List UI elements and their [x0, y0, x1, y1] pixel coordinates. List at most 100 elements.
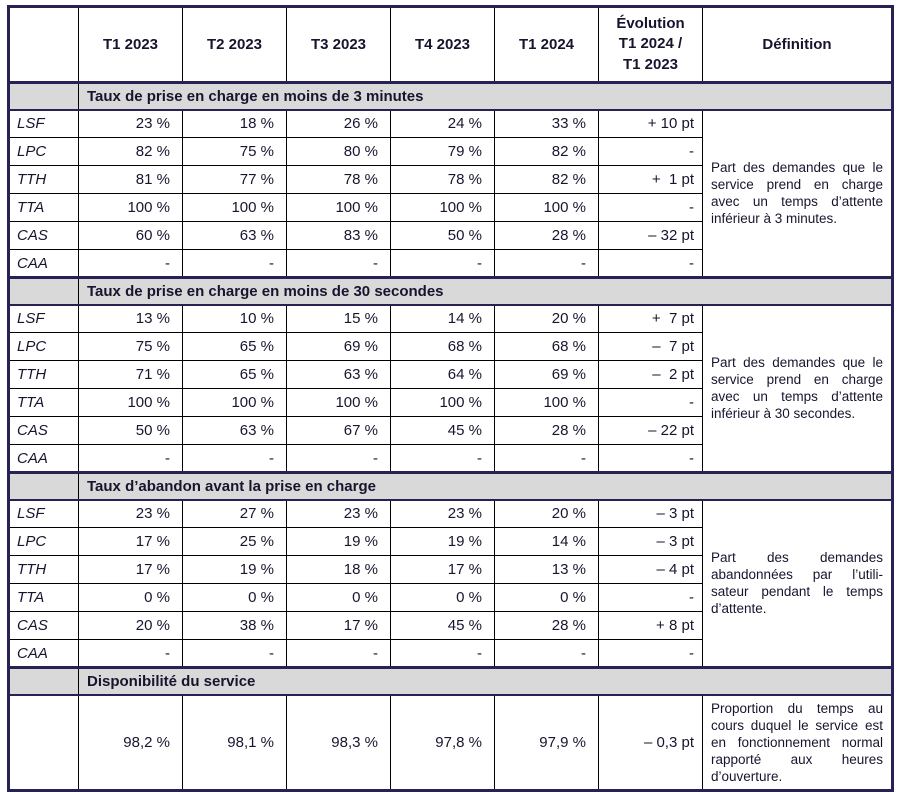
row-label: CAS — [8, 221, 79, 250]
column-header-evolution: Évolution T1 2024 / T1 2023 — [598, 6, 703, 84]
value-cell: - — [390, 639, 495, 668]
value-cell: - — [494, 249, 599, 278]
value-cell: 50 % — [78, 416, 183, 445]
definition-cell: Proportion du temps au cours duquel le s… — [702, 694, 893, 791]
value-cell: 23 % — [286, 499, 391, 528]
value-cell: 97,8 % — [390, 694, 495, 791]
value-cell: 23 % — [390, 499, 495, 528]
value-cell: 65 % — [182, 332, 287, 361]
evolution-cell: + 10 pt — [598, 109, 703, 138]
row-label: LSF — [8, 109, 79, 138]
evolution-cell: - — [598, 249, 703, 278]
value-cell: 17 % — [78, 555, 183, 584]
column-header-t2-2023: T2 2023 — [182, 6, 287, 84]
value-cell: 27 % — [182, 499, 287, 528]
value-cell: - — [390, 249, 495, 278]
value-cell: 80 % — [286, 137, 391, 166]
value-cell: 45 % — [390, 611, 495, 640]
value-cell: 28 % — [494, 416, 599, 445]
value-cell: 79 % — [390, 137, 495, 166]
value-cell: 75 % — [182, 137, 287, 166]
row-label: CAS — [8, 611, 79, 640]
value-cell: - — [182, 249, 287, 278]
table-row: TTA 0 % 0 % 0 % 0 % 0 % - — [8, 583, 893, 612]
value-cell: 69 % — [494, 360, 599, 389]
table-row: LPC 82 % 75 % 80 % 79 % 82 % - — [8, 137, 893, 166]
value-cell: - — [78, 639, 183, 668]
value-cell: 14 % — [494, 527, 599, 556]
value-cell: - — [286, 249, 391, 278]
evolution-cell: – 3 pt — [598, 527, 703, 556]
value-cell: 68 % — [494, 332, 599, 361]
evolution-cell: + 1 pt — [598, 165, 703, 194]
value-cell: 17 % — [390, 555, 495, 584]
value-cell: - — [286, 639, 391, 668]
value-cell: 28 % — [494, 221, 599, 250]
value-cell: 15 % — [286, 304, 391, 333]
evolution-cell: - — [598, 137, 703, 166]
table-row: TTH 71 % 65 % 63 % 64 % 69 % – 2 pt — [8, 360, 893, 389]
row-label: LPC — [8, 332, 79, 361]
section-header-row: Taux de prise en charge en moins de 3 mi… — [8, 81, 893, 111]
value-cell: 100 % — [182, 193, 287, 222]
value-cell: 78 % — [286, 165, 391, 194]
evolution-cell: + 7 pt — [598, 304, 703, 333]
row-label: LPC — [8, 137, 79, 166]
row-label: TTA — [8, 193, 79, 222]
row-label: CAA — [8, 639, 79, 668]
availability-row: 98,2 % 98,1 % 98,3 % 97,8 % 97,9 % – 0,3… — [8, 694, 893, 791]
metrics-table-container: T1 2023 T2 2023 T3 2023 T4 2023 T1 2024 … — [7, 5, 894, 792]
value-cell: 81 % — [78, 165, 183, 194]
value-cell: 19 % — [182, 555, 287, 584]
value-cell: 100 % — [78, 193, 183, 222]
value-cell: 69 % — [286, 332, 391, 361]
value-cell: 75 % — [78, 332, 183, 361]
value-cell: 38 % — [182, 611, 287, 640]
table-row: LSF 13 % 10 % 15 % 14 % 20 % + 7 pt Part des de… — [8, 304, 893, 473]
value-cell: - — [390, 444, 495, 473]
value-cell: 100 % — [390, 388, 495, 417]
row-label: TTH — [8, 165, 79, 194]
section-title: Taux de prise en charge en moins de 30 s… — [78, 276, 893, 306]
row-label: LSF — [8, 499, 79, 528]
table-row: LSF 23 % 18 % 26 % 24 % 33 % + 10 pt Part des d… — [8, 109, 893, 278]
row-label: TTA — [8, 583, 79, 612]
value-cell: 23 % — [78, 499, 183, 528]
value-cell: 20 % — [494, 304, 599, 333]
evolution-cell: – 4 pt — [598, 555, 703, 584]
value-cell: 100 % — [286, 193, 391, 222]
section-header-row: Taux de prise en charge en moins de 30 s… — [8, 276, 893, 306]
value-cell: 33 % — [494, 109, 599, 138]
evolution-cell: - — [598, 583, 703, 612]
value-cell: 77 % — [182, 165, 287, 194]
value-cell: 65 % — [182, 360, 287, 389]
table-row: TTA 100 % 100 % 100 % 100 % 100 % - — [8, 193, 893, 222]
evolution-cell: – 3 pt — [598, 499, 703, 528]
value-cell: - — [494, 444, 599, 473]
row-label: CAA — [8, 444, 79, 473]
evolution-cell: – 22 pt — [598, 416, 703, 445]
value-cell: 63 % — [182, 221, 287, 250]
evolution-cell: - — [598, 388, 703, 417]
row-label: TTH — [8, 555, 79, 584]
evolution-cell: – 0,3 pt — [598, 694, 703, 791]
value-cell: 25 % — [182, 527, 287, 556]
value-cell: 20 % — [494, 499, 599, 528]
section-prise-en-charge-30s: Taux de prise en charge en moins de 30 s… — [8, 276, 893, 473]
value-cell: 98,3 % — [286, 694, 391, 791]
definition-cell: Part des demandes que le service prend e… — [702, 109, 893, 278]
value-cell: - — [78, 444, 183, 473]
value-cell: 63 % — [182, 416, 287, 445]
evolution-cell: - — [598, 444, 703, 473]
table-row: CAS 50 % 63 % 67 % 45 % 28 % – 22 pt — [8, 416, 893, 445]
table-row: LSF 23 % 27 % 23 % 23 % 20 % – 3 pt Part des de… — [8, 499, 893, 668]
metrics-table: T1 2023 T2 2023 T3 2023 T4 2023 T1 2024 … — [7, 5, 894, 792]
section-availability: Disponibilité du service 98,2 % 98,1 % 9… — [8, 666, 893, 791]
value-cell: - — [494, 639, 599, 668]
definition-cell: Part des demandes que le service prend e… — [702, 304, 893, 473]
section-abandon: Taux d’abandon avant la prise en charge … — [8, 471, 893, 668]
section-corner-cell — [8, 666, 79, 696]
definition-cell: Part des demandes abandonnées par l’util… — [702, 499, 893, 668]
value-cell: 100 % — [494, 388, 599, 417]
value-cell: 82 % — [78, 137, 183, 166]
